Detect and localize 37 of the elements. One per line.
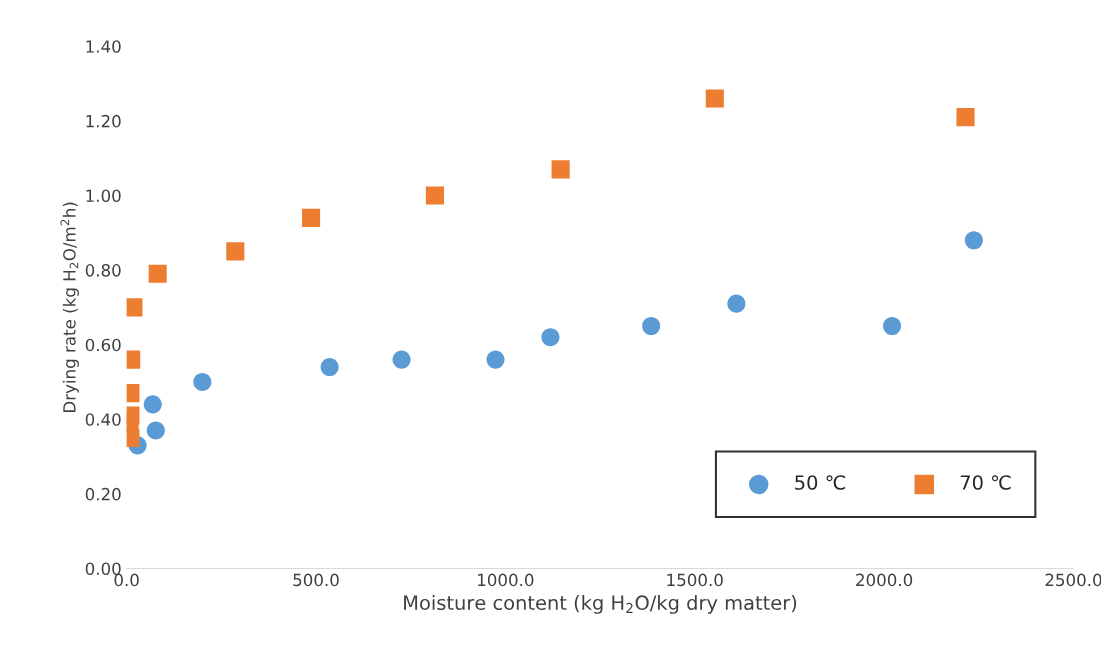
- x-tick-label: 0.0: [114, 573, 139, 587]
- y-tick-label: 0.60: [85, 338, 121, 352]
- point: [226, 242, 245, 261]
- y-tick-label: 0.20: [85, 487, 121, 501]
- legend-label: 50 ℃: [795, 475, 846, 490]
- point: [964, 231, 983, 250]
- point: [425, 186, 444, 205]
- y-tick-label: 0.80: [85, 264, 121, 277]
- y-axis-title: Drying rate (kg H$_{2}$O/m$^{2}$h): [60, 202, 79, 412]
- x-tick-label: 500.0: [293, 573, 339, 587]
- x-tick-label: 1000.0: [478, 573, 534, 587]
- y-tick-label: 1.20: [86, 114, 121, 128]
- x-axis-title: Moisture content (kg H$_{2}$O/kg dry matter): [404, 595, 797, 614]
- point: [320, 357, 339, 377]
- point: [392, 350, 411, 369]
- point: [146, 421, 165, 440]
- point: [193, 372, 212, 392]
- point: [541, 328, 560, 347]
- x-tick-label: 2500.0: [1045, 573, 1101, 587]
- point: [642, 316, 661, 336]
- point: [551, 160, 570, 179]
- point: [148, 264, 167, 283]
- y-tick-label: 1.40: [86, 40, 121, 53]
- point: [883, 316, 902, 336]
- y-tick-label: 1.00: [86, 189, 121, 203]
- point: [143, 395, 162, 414]
- legend-label: 70 ℃: [960, 475, 1011, 490]
- point: [126, 298, 143, 317]
- point: [486, 350, 505, 369]
- x-tick-label: 2000.0: [856, 573, 913, 587]
- point: [705, 89, 724, 108]
- y-tick-label: 0.00: [85, 562, 121, 576]
- point: [302, 208, 321, 227]
- point: [956, 108, 975, 127]
- y-tick-label: 0.40: [85, 413, 121, 426]
- point: [727, 294, 746, 313]
- x-tick-label: 1500.0: [667, 573, 723, 587]
